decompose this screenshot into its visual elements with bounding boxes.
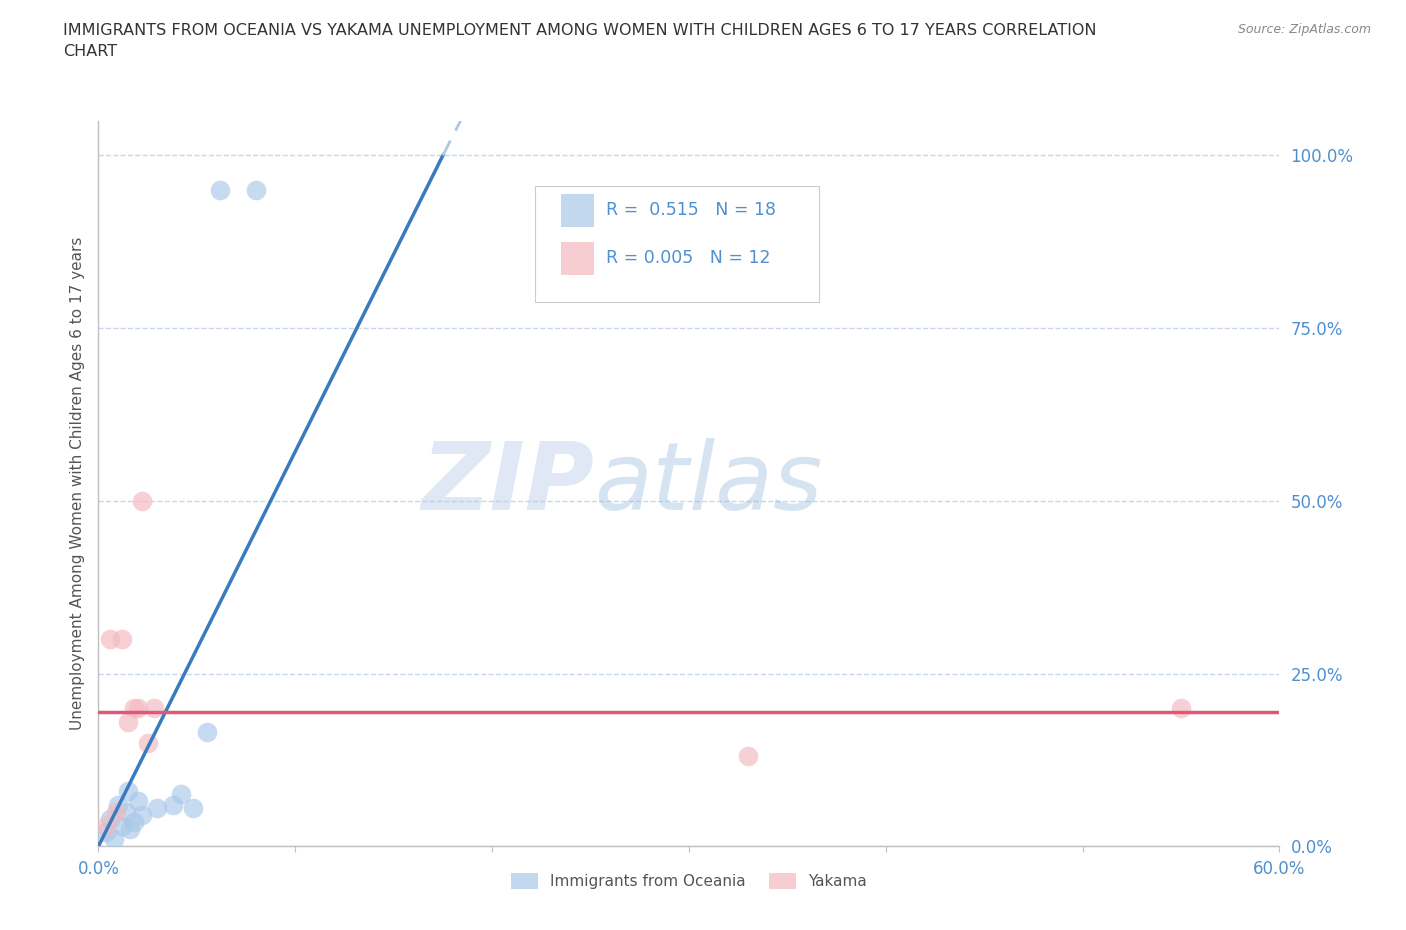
Point [118, 821, 141, 836]
Point [107, 797, 129, 812]
Point [209, 182, 232, 197]
Point [131, 494, 153, 509]
FancyBboxPatch shape [561, 194, 595, 227]
Legend: Immigrants from Oceania, Yakama: Immigrants from Oceania, Yakama [510, 873, 868, 889]
Point [115, 804, 138, 819]
Point [111, 818, 134, 833]
Point [105, 804, 128, 819]
Point [195, 724, 218, 739]
Text: R = 0.005   N = 12: R = 0.005 N = 12 [606, 249, 770, 267]
Point [111, 631, 134, 646]
Point [98, 811, 121, 826]
Point [127, 700, 149, 715]
FancyBboxPatch shape [536, 186, 818, 302]
Y-axis label: Unemployment Among Women with Children Ages 6 to 17 years: Unemployment Among Women with Children A… [69, 237, 84, 730]
Point [245, 182, 267, 197]
Text: atlas: atlas [595, 438, 823, 529]
Point [117, 784, 139, 799]
Point [96, 825, 118, 840]
Point [162, 797, 184, 812]
Point [146, 801, 169, 816]
Point [103, 832, 125, 847]
Point [122, 700, 145, 715]
Point [737, 749, 759, 764]
Text: R =  0.515   N = 18: R = 0.515 N = 18 [606, 201, 776, 219]
Point [117, 714, 139, 729]
Point [127, 794, 149, 809]
FancyBboxPatch shape [561, 242, 595, 274]
Text: ZIP: ZIP [422, 438, 595, 529]
Point [142, 700, 165, 715]
Point [122, 815, 145, 830]
Point [1170, 700, 1192, 715]
Point [136, 736, 159, 751]
Point [96, 818, 118, 833]
Text: Source: ZipAtlas.com: Source: ZipAtlas.com [1237, 23, 1371, 36]
Point [131, 808, 153, 823]
Point [98, 631, 121, 646]
Point [181, 801, 204, 816]
Text: IMMIGRANTS FROM OCEANIA VS YAKAMA UNEMPLOYMENT AMONG WOMEN WITH CHILDREN AGES 6 : IMMIGRANTS FROM OCEANIA VS YAKAMA UNEMPL… [63, 23, 1097, 60]
Point [170, 787, 193, 802]
